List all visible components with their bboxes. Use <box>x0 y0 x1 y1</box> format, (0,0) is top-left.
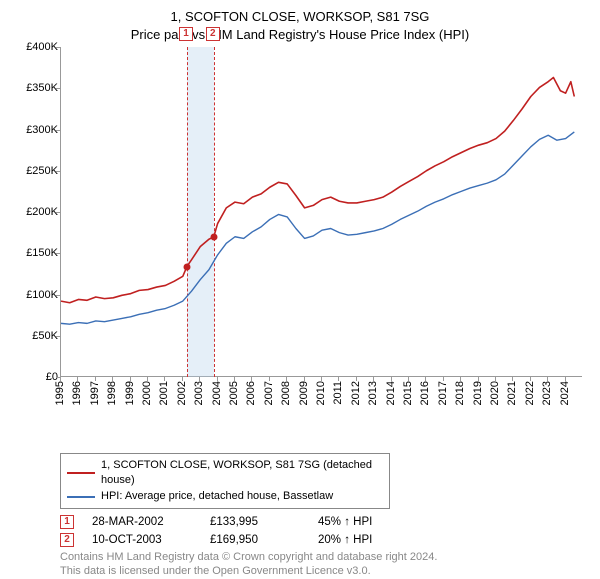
sale-row-date: 10-OCT-2003 <box>92 534 192 546</box>
x-tick-label: 1998 <box>106 381 118 405</box>
x-tick-label: 2010 <box>315 381 327 405</box>
sale-marker: 1 <box>179 27 193 41</box>
y-tick-label: £0 <box>12 371 58 383</box>
x-tick-label: 2006 <box>245 381 257 405</box>
y-tick-label: £400K <box>12 41 58 53</box>
legend-row: 1, SCOFTON CLOSE, WORKSOP, S81 7SG (deta… <box>67 458 383 489</box>
price-chart: £0£50K£100K£150K£200K£250K£300K£350K£400… <box>12 47 588 417</box>
y-tick-label: £250K <box>12 165 58 177</box>
x-tick-label: 2017 <box>437 381 449 405</box>
x-tick-label: 2012 <box>350 381 362 405</box>
legend-swatch <box>67 472 95 474</box>
x-tick-label: 2002 <box>176 381 188 405</box>
sale-row-pct: 45% ↑ HPI <box>318 516 372 528</box>
legend-label: HPI: Average price, detached house, Bass… <box>101 489 333 504</box>
y-tick-label: £200K <box>12 206 58 218</box>
x-tick-label: 2016 <box>419 381 431 405</box>
x-tick-label: 1995 <box>54 381 66 405</box>
title-line2: Price paid vs. HM Land Registry's House … <box>12 26 588 44</box>
x-tick-label: 2007 <box>263 381 275 405</box>
legend-swatch <box>67 496 95 498</box>
y-tick-label: £50K <box>12 330 58 342</box>
sale-point-dot <box>183 263 190 270</box>
x-tick-label: 2005 <box>228 381 240 405</box>
x-tick-label: 2020 <box>489 381 501 405</box>
x-tick-label: 2021 <box>506 381 518 405</box>
x-tick-label: 2009 <box>298 381 310 405</box>
x-tick-label: 2013 <box>367 381 379 405</box>
x-tick-label: 2024 <box>559 381 571 405</box>
x-tick-label: 2018 <box>454 381 466 405</box>
sale-row-marker: 1 <box>60 515 74 529</box>
y-tick-label: £300K <box>12 124 58 136</box>
x-tick-label: 2015 <box>402 381 414 405</box>
y-tick-label: £150K <box>12 247 58 259</box>
sales-table: 1 28-MAR-2002 £133,995 45% ↑ HPI 2 10-OCT-200… <box>60 515 588 547</box>
x-tick-label: 2023 <box>541 381 553 405</box>
y-tick-label: £350K <box>12 82 58 94</box>
x-tick-label: 1996 <box>71 381 83 405</box>
x-tick-label: 2014 <box>385 381 397 405</box>
sale-row-date: 28-MAR-2002 <box>92 516 192 528</box>
x-tick-label: 2003 <box>193 381 205 405</box>
legend: 1, SCOFTON CLOSE, WORKSOP, S81 7SG (deta… <box>60 453 390 509</box>
x-tick-label: 1997 <box>89 381 101 405</box>
gov-note-line2: This data is licensed under the Open Gov… <box>60 565 578 579</box>
sale-marker: 2 <box>206 27 220 41</box>
x-tick-label: 1999 <box>124 381 136 405</box>
sale-row: 2 10-OCT-2003 £169,950 20% ↑ HPI <box>60 533 588 547</box>
x-tick-label: 2019 <box>472 381 484 405</box>
x-tick-label: 2022 <box>524 381 536 405</box>
legend-row: HPI: Average price, detached house, Bass… <box>67 489 383 504</box>
legend-label: 1, SCOFTON CLOSE, WORKSOP, S81 7SG (deta… <box>101 458 383 489</box>
sale-row-pct: 20% ↑ HPI <box>318 534 372 546</box>
sale-point-dot <box>210 233 217 240</box>
gov-note-line1: Contains HM Land Registry data © Crown c… <box>60 551 578 565</box>
sale-row-marker: 2 <box>60 533 74 547</box>
x-tick-label: 2000 <box>141 381 153 405</box>
sale-row: 1 28-MAR-2002 £133,995 45% ↑ HPI <box>60 515 588 529</box>
x-tick-label: 2001 <box>158 381 170 405</box>
title-line1: 1, SCOFTON CLOSE, WORKSOP, S81 7SG <box>12 8 588 26</box>
gov-licence-note: Contains HM Land Registry data © Crown c… <box>60 551 588 579</box>
x-tick-label: 2004 <box>211 381 223 405</box>
x-tick-label: 2008 <box>280 381 292 405</box>
y-tick-label: £100K <box>12 289 58 301</box>
sale-row-price: £133,995 <box>210 516 300 528</box>
x-tick-label: 2011 <box>332 381 344 405</box>
sale-row-price: £169,950 <box>210 534 300 546</box>
